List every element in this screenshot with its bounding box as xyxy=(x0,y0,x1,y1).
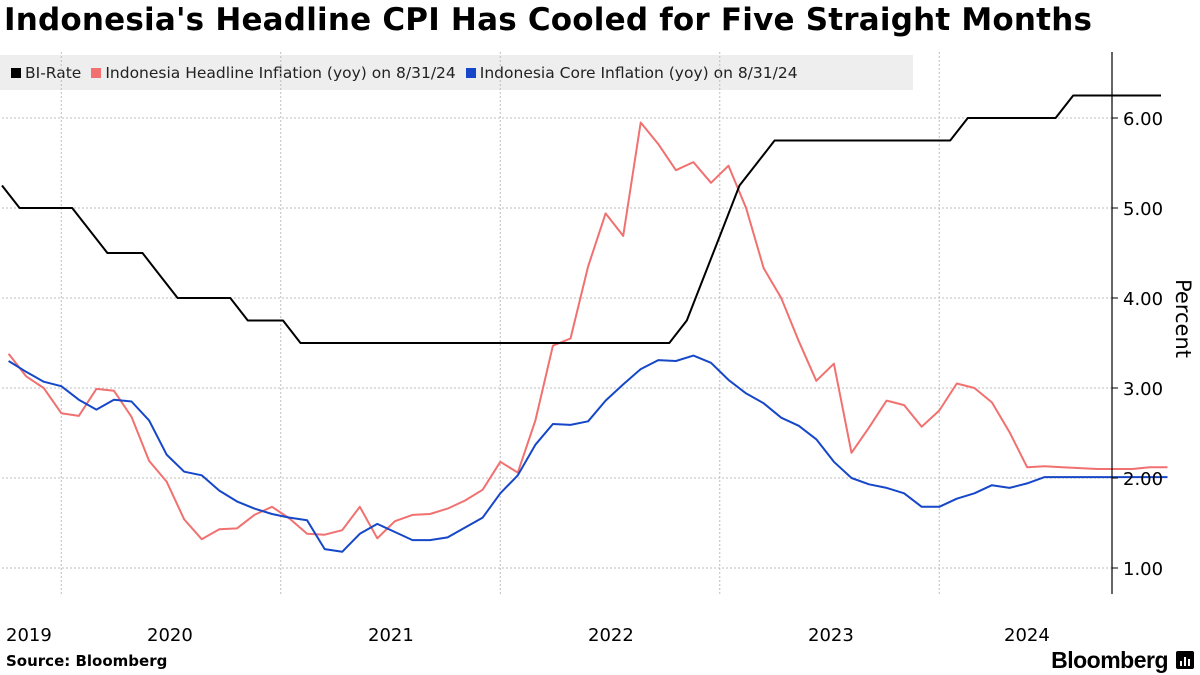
legend-label-core: Indonesia Core Inflation (yoy) on 8/31/2… xyxy=(479,63,798,82)
series-line-core xyxy=(8,354,1168,553)
legend-item-core[interactable]: Indonesia Core Inflation (yoy) on 8/31/2… xyxy=(465,63,798,82)
y-tick-label: 5.00 xyxy=(1123,199,1163,220)
chart-title: Indonesia's Headline CPI Has Cooled for … xyxy=(4,2,1093,38)
x-tick-label: 2019 xyxy=(6,625,52,646)
x-tick-label: 2021 xyxy=(368,625,414,646)
source-note: Source: Bloomberg xyxy=(6,652,168,670)
brand-logo: Bloomberg xyxy=(1051,647,1168,673)
grid-lines xyxy=(2,52,1112,594)
series-line-bi_rate xyxy=(1,94,1161,344)
legend-item-bi-rate[interactable]: BI-Rate xyxy=(11,64,81,82)
legend-label-bi-rate: BI-Rate xyxy=(25,63,82,82)
x-tick-label: 2024 xyxy=(1004,625,1050,646)
y-tick-label: 2.00 xyxy=(1123,469,1163,490)
y-tick-label: 3.00 xyxy=(1123,379,1163,400)
y-tick-label: 4.00 xyxy=(1123,289,1163,310)
y-tick-label: 1.00 xyxy=(1123,559,1163,580)
series-line-headline xyxy=(7,121,1168,541)
x-tick-label: 2022 xyxy=(588,625,634,646)
x-tick-label: 2020 xyxy=(147,625,193,646)
series-lines xyxy=(1,94,1168,553)
bar-chart-icon xyxy=(1176,651,1194,669)
y-tick-label: 6.00 xyxy=(1123,109,1163,130)
legend-swatch-core xyxy=(465,67,476,78)
axes: 1.00 2.00 3.00 4.00 5.00 6.00 Percent 2019 2020 2… xyxy=(6,52,1195,646)
legend-swatch-bi-rate xyxy=(11,67,21,78)
x-tick-label: 2023 xyxy=(808,625,854,646)
y-axis-label: Percent xyxy=(1171,279,1195,358)
legend-swatch-headline xyxy=(91,67,102,78)
